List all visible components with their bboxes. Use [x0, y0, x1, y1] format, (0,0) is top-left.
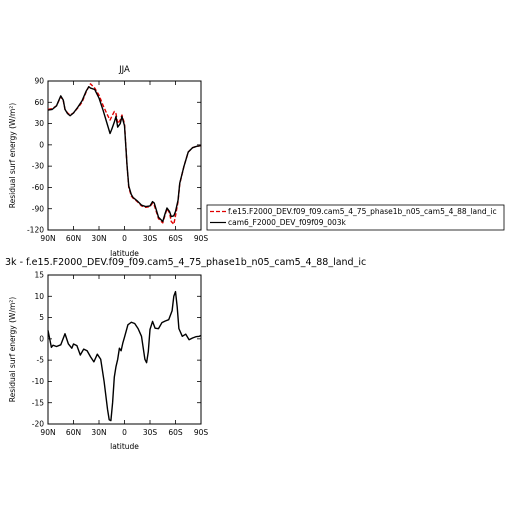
top-y-tick-label: -30 — [32, 162, 44, 171]
legend: f.e15.F2000_DEV.f09_f09.cam5_4_75_phase1… — [206, 204, 505, 231]
top-x-tick-label: 60S — [168, 234, 183, 243]
bottom-x-tick-label: 90N — [40, 428, 55, 437]
top-x-tick-label: 30N — [91, 234, 106, 243]
bottom-chart: 3k - f.e15.F2000_DEV.f09_f09.cam5_4_75_p… — [5, 257, 366, 451]
top-y-tick-label: -120 — [27, 226, 44, 235]
top-series-line-1 — [47, 83, 202, 226]
bottom-y-tick-label: -20 — [32, 420, 44, 429]
bottom-y-tick-label: 0 — [39, 334, 44, 343]
top-series-line-2 — [47, 85, 202, 223]
top-y-tick-label: 30 — [34, 119, 44, 128]
bottom-plot-frame — [47, 274, 202, 425]
bottom-axis-ticks: 90N 60N 30N 0 30S 60S 90S -20 -15 -10 -5 0 5 10 15 — [32, 271, 209, 437]
bottom-y-tick-label: 5 — [39, 313, 44, 322]
bottom-chart-title: 3k - f.e15.F2000_DEV.f09_f09.cam5_4_75_p… — [5, 257, 366, 268]
top-x-tick-label: 60N — [66, 234, 81, 243]
top-y-axis-label: Residual surf energy (W/m²) — [8, 103, 17, 209]
top-axis-ticks: 90N 60N 30N 0 30S 60S 90S -120 -90 -60 -30 0 30 60 90 — [27, 77, 208, 243]
top-series — [47, 83, 202, 226]
bottom-x-tick-label: 30N — [91, 428, 106, 437]
top-x-tick-label: 0 — [122, 234, 127, 243]
top-y-tick-label: 60 — [34, 98, 44, 107]
top-plot-frame — [47, 80, 202, 231]
bottom-y-tick-label: -10 — [32, 377, 44, 386]
bottom-y-tick-label: -15 — [32, 398, 44, 407]
bottom-y-tick-label: 15 — [34, 271, 44, 280]
bottom-x-axis-label: latitude — [110, 442, 139, 451]
legend-label-series-1: f.e15.F2000_DEV.f09_f09.cam5_4_75_phase1… — [228, 207, 497, 216]
legend-label-series-2: cam6_F2000_DEV_f09f09_003k — [228, 218, 347, 227]
legend-box — [206, 204, 505, 231]
bottom-x-tick-label: 60N — [66, 428, 81, 437]
top-chart: 90N 60N 30N 0 30S 60S 90S-120-90-60-300306090 … — [8, 65, 208, 258]
bottom-y-axis-label: Residual surf energy (W/m²) — [8, 297, 17, 403]
bottom-x-tick-label: 30S — [143, 428, 158, 437]
bottom-y-tick-label: -5 — [37, 356, 45, 365]
top-x-tick-label: 30S — [143, 234, 158, 243]
top-x-tick-label: 90N — [40, 234, 55, 243]
bottom-x-tick-label: 0 — [122, 428, 127, 437]
top-y-tick-label: -90 — [32, 204, 44, 213]
top-chart-title: JJA — [118, 65, 130, 75]
bottom-series-line-1 — [47, 290, 202, 422]
bottom-x-tick-label: 60S — [168, 428, 183, 437]
top-y-tick-label: -60 — [32, 183, 44, 192]
bottom-y-tick-label: 10 — [34, 292, 44, 301]
top-x-axis-label: latitude — [110, 249, 139, 258]
bottom-x-tick-label: 90S — [194, 428, 209, 437]
bottom-series — [47, 290, 202, 422]
top-x-tick-label: 90S — [194, 234, 209, 243]
top-y-tick-label: 0 — [39, 140, 44, 149]
top-y-tick-label: 90 — [34, 77, 44, 86]
